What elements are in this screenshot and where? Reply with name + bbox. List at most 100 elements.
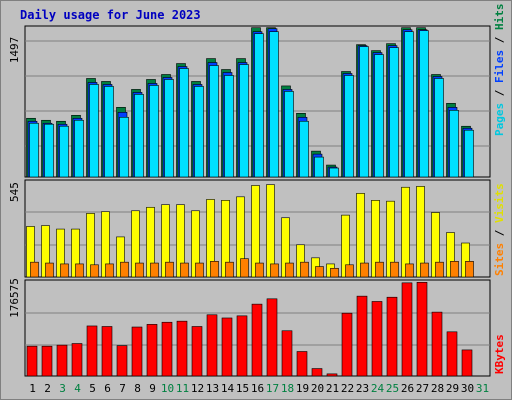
bar-pages [194,86,204,178]
legend-hits: Hits [493,4,506,31]
bar-kbytes [311,368,323,377]
bar-kbytes [446,331,458,377]
bar-sites [75,263,84,278]
bar-pages [389,47,399,178]
legend-files: Files [493,50,506,83]
chart-title: Daily usage for June 2023 [20,8,201,22]
bar-kbytes [401,282,413,377]
bar-kbytes [296,351,308,377]
bar-sites [90,264,99,278]
bar-sites [30,261,39,278]
bar-visits [401,186,410,278]
bar-pages [149,85,159,178]
legend-sep: / [493,30,506,50]
day-label: 25 [386,382,399,395]
bar-pages [74,119,84,178]
bar-sites [135,262,144,278]
bar-kbytes [26,345,38,377]
bar-pages [89,84,99,178]
bar-kbytes [416,282,428,377]
bar-sites [255,262,264,278]
bar-kbytes [146,324,158,377]
bar-kbytes [326,373,338,377]
bar-kbytes [236,315,248,377]
bar-pages [104,86,114,178]
legend-sep: / [493,83,506,103]
day-label: 23 [356,382,369,395]
bar-pages [44,123,54,178]
day-label: 5 [89,382,96,395]
bar-pages [284,91,294,178]
bar-pages [224,75,234,178]
day-label: 27 [416,382,429,395]
bar-pages [59,125,69,178]
day-label: 24 [371,382,385,395]
bar-sites [180,262,189,278]
bar-kbytes [191,326,203,377]
bar-kbytes [161,321,173,377]
bar-kbytes [41,345,53,377]
day-label: 3 [59,382,66,395]
day-label: 6 [104,382,111,395]
bar-pages [329,167,339,178]
day-label: 11 [176,382,189,395]
day-label: 2 [44,382,51,395]
day-label: 7 [119,382,126,395]
day-label: 26 [401,382,414,395]
day-label: 1 [29,382,36,395]
bar-kbytes [341,312,353,377]
bar-kbytes [116,345,128,377]
bar-kbytes [131,326,143,377]
legend-middle: Sites / Visits [493,183,506,276]
bar-kbytes [356,295,368,377]
bar-sites [270,263,279,278]
bar-sites [195,262,204,278]
bar-pages [239,64,249,178]
bar-sites [60,263,69,278]
bar-pages [209,65,219,178]
bar-pages [164,79,174,178]
bar-kbytes [461,349,473,377]
bar-sites [300,261,309,278]
day-label: 12 [191,382,204,395]
bar-pages [119,116,129,178]
bar-pages [404,31,414,178]
bar-sites [165,261,174,278]
day-label: 19 [296,382,309,395]
day-label: 10 [161,382,174,395]
bar-pages [179,68,189,178]
top-y-max-label: 1497 [8,37,21,64]
day-label: 8 [134,382,141,395]
day-label: 4 [74,382,81,395]
bar-kbytes [176,320,188,377]
bar-sites [405,263,414,278]
bottom-y-max-label: 176575 [8,278,21,318]
bar-sites [105,263,114,278]
bar-kbytes [281,330,293,377]
bar-kbytes [206,314,218,377]
bar-pages [134,94,144,178]
bar-pages [419,30,429,178]
bar-pages [434,78,444,178]
day-label: 14 [221,382,235,395]
bar-kbytes [386,296,398,377]
legend-visits: Visits [493,183,506,223]
day-label: 17 [266,382,279,395]
bar-kbytes [86,325,98,377]
bar-kbytes [101,326,113,377]
day-label: 29 [446,382,459,395]
day-label: 31 [476,382,489,395]
bar-pages [374,54,384,178]
bar-kbytes [251,303,263,377]
day-label: 16 [251,382,264,395]
bar-sites [465,261,474,278]
bar-sites [315,266,324,278]
legend-sites: Sites [493,243,506,276]
bar-pages [344,75,354,178]
day-label: 30 [461,382,474,395]
legend-top: Pages / Files / Hits [493,4,506,137]
bar-sites [375,261,384,278]
day-label: 22 [341,382,354,395]
day-label: 20 [311,382,324,395]
bar-pages [29,122,39,178]
